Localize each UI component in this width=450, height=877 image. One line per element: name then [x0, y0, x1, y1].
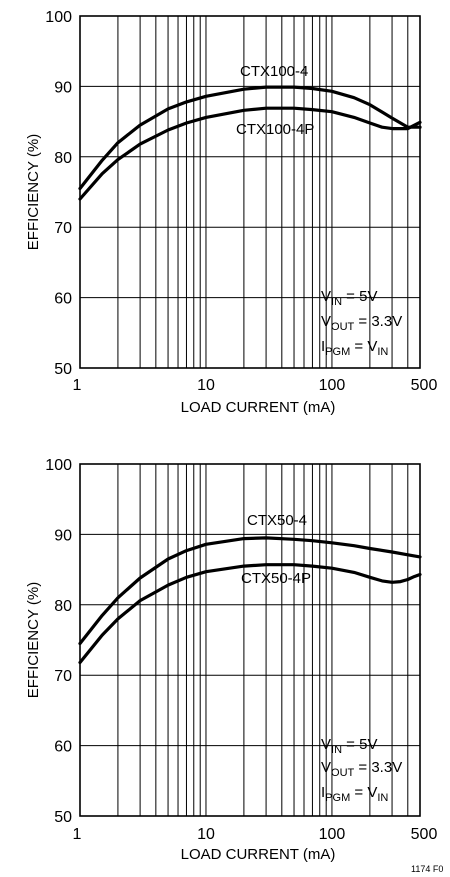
- chart2-x-tick-label: 500: [411, 826, 438, 843]
- chart1-condition-text-1: VIN = 5V: [321, 288, 377, 308]
- chart2-y-tick-label: 50: [54, 809, 72, 826]
- chart2-x-tick-label: 10: [197, 826, 215, 843]
- chart1-series-line-2: [78, 106, 422, 201]
- chart1-condition-text-3: IPGM = VIN: [321, 338, 388, 358]
- chart2-y-tick-label: 70: [54, 668, 72, 685]
- chart2-y-tick-label: 60: [54, 739, 72, 756]
- figure-footnote: 1174 F0: [411, 864, 443, 874]
- chart2-condition-text-2: VOUT = 3.3V: [321, 759, 402, 779]
- chart2-condition-text-1: VIN = 5V: [321, 736, 377, 756]
- chart2-y-tick-label: 90: [54, 527, 72, 544]
- chart2-series-label-2: CTX50-4P: [241, 570, 311, 587]
- chart1-series-label-2: CTX100-4P: [236, 121, 314, 138]
- chart2-series-line-2: [78, 563, 422, 665]
- chart1-y-tick-label: 90: [54, 79, 72, 96]
- chart1-plot-frame: [79, 15, 421, 369]
- chart2-y-tick-label: 100: [45, 457, 72, 474]
- chart1-x-tick-label: 10: [197, 377, 215, 394]
- chart2-x-axis-label: LOAD CURRENT (mA): [181, 846, 336, 863]
- chart2-series-line-1: [78, 536, 422, 646]
- chart1-y-tick-label: 100: [45, 9, 72, 26]
- chart2-y-axis-label: EFFICIENCY (%): [25, 582, 42, 698]
- chart1-y-tick-label: 60: [54, 291, 72, 308]
- chart2-condition-text-3: IPGM = VIN: [321, 784, 388, 804]
- chart1-series-line-1: [78, 85, 422, 191]
- chart2-y-tick-label: 80: [54, 598, 72, 615]
- chart1-condition-text-2: VOUT = 3.3V: [321, 313, 402, 333]
- chart2-plot-frame: [79, 463, 421, 817]
- chart1-y-tick-label: 80: [54, 150, 72, 167]
- chart1-x-tick-label: 100: [319, 377, 346, 394]
- chart2-series-label-1: CTX50-4: [247, 512, 307, 529]
- chart1-x-tick-label: 1: [73, 377, 82, 394]
- chart2-x-tick-label: 100: [319, 826, 346, 843]
- chart1-y-axis-label: EFFICIENCY (%): [25, 134, 42, 250]
- chart2-x-tick-label: 1: [73, 826, 82, 843]
- chart1-series-label-1: CTX100-4: [240, 63, 308, 80]
- chart1-x-axis-label: LOAD CURRENT (mA): [181, 399, 336, 416]
- chart1-y-tick-label: 50: [54, 361, 72, 378]
- chart1-y-tick-label: 70: [54, 220, 72, 237]
- chart1-x-tick-label: 500: [411, 377, 438, 394]
